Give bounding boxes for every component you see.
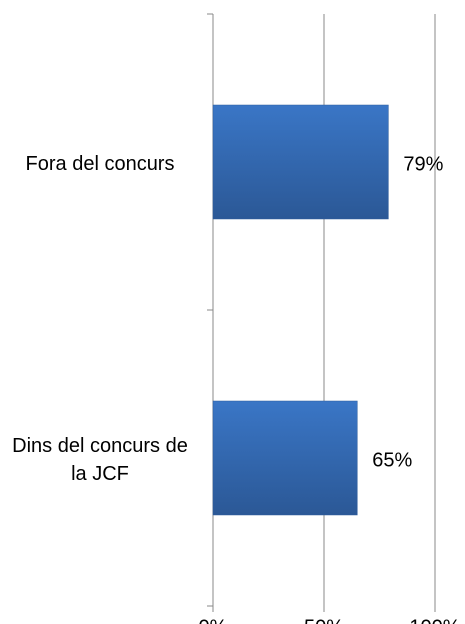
x-tick-label: 100% [409,616,460,624]
y-tick-label: Dins del concurs de la JCF [12,435,188,485]
bar [212,400,358,516]
x-tick-label: 0% [199,616,228,624]
data-label: 79% [403,153,443,175]
data-label: 65% [372,449,412,471]
x-tick-label: 50% [304,616,344,624]
y-tick-label: Fora del concurs [25,153,175,175]
bar [212,104,389,220]
